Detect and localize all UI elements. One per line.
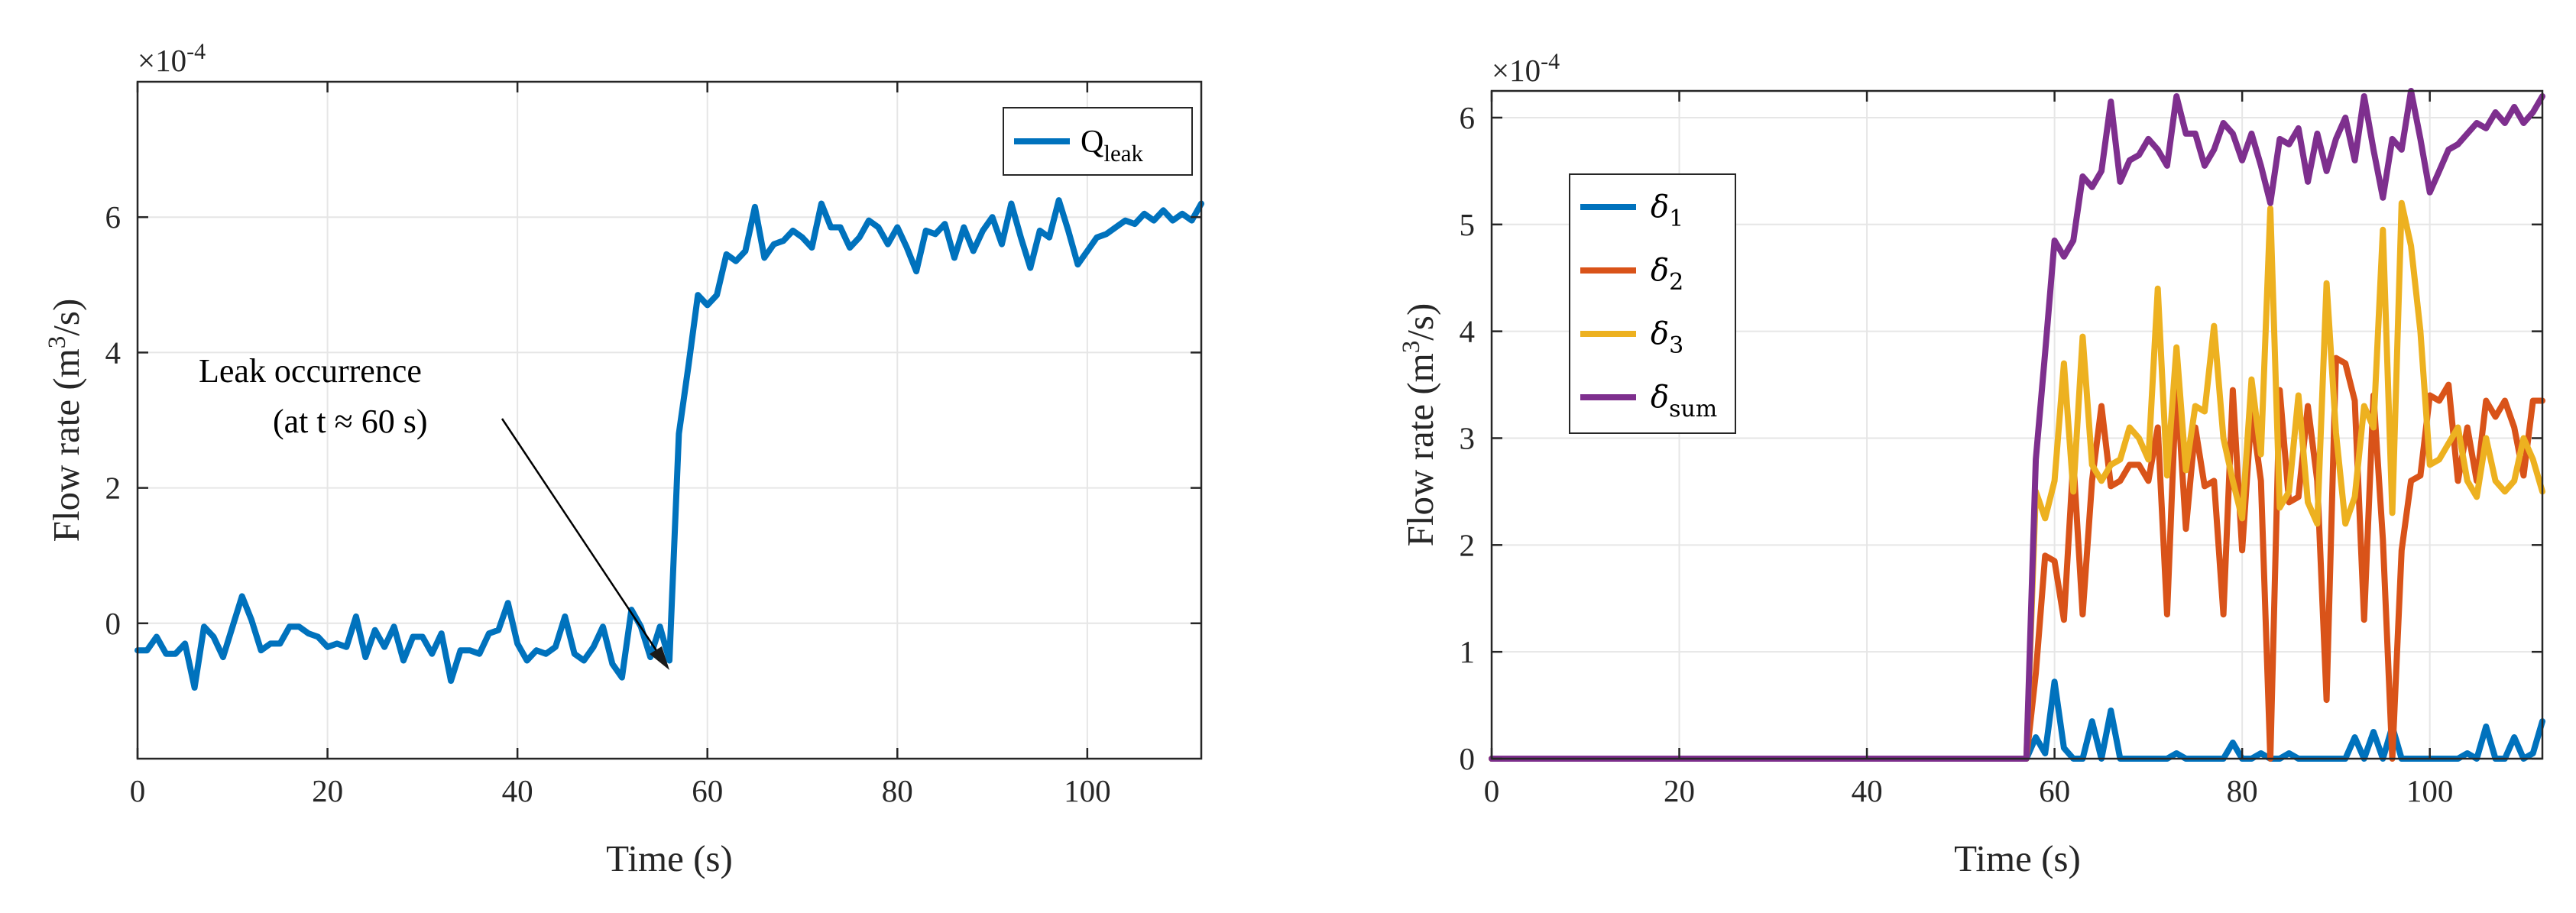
right-legend-label-d2: δ2 (1651, 253, 1683, 296)
chart-left: 0 20 40 60 80 100 0 2 4 6 ×10-4 Time (s) Flow rat… (44, 39, 1204, 879)
left-xtick-label-40: 40 (502, 773, 533, 808)
right-ytick-label-5: 5 (1460, 207, 1476, 242)
chart-right: 0 20 40 60 80 100 0 1 2 3 4 5 6 ×10-4 Time (s) Flow … (1398, 49, 2545, 879)
left-series (134, 197, 1204, 691)
right-ytick-label-3: 3 (1460, 420, 1476, 455)
left-exponent-label: ×10-4 (138, 39, 206, 78)
left-axes-box (136, 80, 1203, 760)
right-ytick-label-6: 6 (1460, 100, 1476, 135)
left-legend-label-qleak: Qleak (1081, 125, 1143, 167)
left-ylabel: Flow rate (m3/s) (44, 299, 87, 542)
right-axes-box (1490, 89, 2544, 760)
left-legend: Qleak (1003, 107, 1193, 176)
right-ytick-label-4: 4 (1460, 314, 1476, 349)
right-ytick-label-0: 0 (1460, 741, 1476, 776)
left-xtick-label-80: 80 (882, 773, 913, 808)
right-legend-box (1569, 173, 1736, 434)
right-ytick-label-2: 2 (1460, 527, 1476, 562)
left-ytick-label-6: 6 (105, 199, 122, 235)
right-legend-label-d3: δ3 (1651, 316, 1683, 359)
left-xtick-label-20: 20 (312, 773, 343, 808)
left-xtick-label-0: 0 (130, 773, 146, 808)
right-xtick-label-100: 100 (2406, 773, 2454, 808)
right-xtick-label-0: 0 (1484, 773, 1500, 808)
annotation-line-2: (at t ≈ 60 s) (273, 403, 428, 440)
left-ytick-label-0: 0 (105, 606, 122, 641)
right-series-line-2 (1489, 199, 2545, 762)
left-xtick-label-60: 60 (692, 773, 723, 808)
right-legend-label-d1: δ1 (1651, 189, 1683, 232)
right-legend-label-dsum: δsum (1651, 380, 1717, 423)
right-legend: δ1 δ2 δ3 δsum (1569, 173, 1736, 434)
right-xtick-label-80: 80 (2227, 773, 2258, 808)
left-xlabel: Time (s) (606, 837, 733, 879)
right-ytick-label-1: 1 (1460, 634, 1476, 669)
right-ylabel: Flow rate (m3/s) (1398, 303, 1441, 547)
right-ticks: 0 20 40 60 80 100 0 1 2 3 4 5 6 (1460, 91, 2542, 808)
annotation-arrow-shaft (501, 418, 659, 652)
annotation-arrow-head (650, 646, 669, 670)
right-series (1489, 88, 2545, 762)
right-series-line-3 (1489, 88, 2545, 762)
right-exponent-label: ×10-4 (1492, 49, 1560, 88)
right-xtick-label-60: 60 (2039, 773, 2070, 808)
right-xtick-label-40: 40 (1852, 773, 1883, 808)
left-ytick-label-2: 2 (105, 471, 122, 506)
left-annotation: Leak occurrence (at t ≈ 60 s) (199, 352, 669, 670)
left-series-line-0 (134, 197, 1204, 691)
right-series-line-1 (1489, 355, 2545, 762)
left-xtick-label-100: 100 (1064, 773, 1111, 808)
right-xtick-label-20: 20 (1664, 773, 1695, 808)
left-ytick-label-4: 4 (105, 335, 122, 370)
left-ticks: 0 20 40 60 80 100 0 2 4 6 (105, 82, 1201, 808)
annotation-line-1: Leak occurrence (199, 352, 422, 390)
right-xlabel: Time (s) (1954, 837, 2081, 879)
